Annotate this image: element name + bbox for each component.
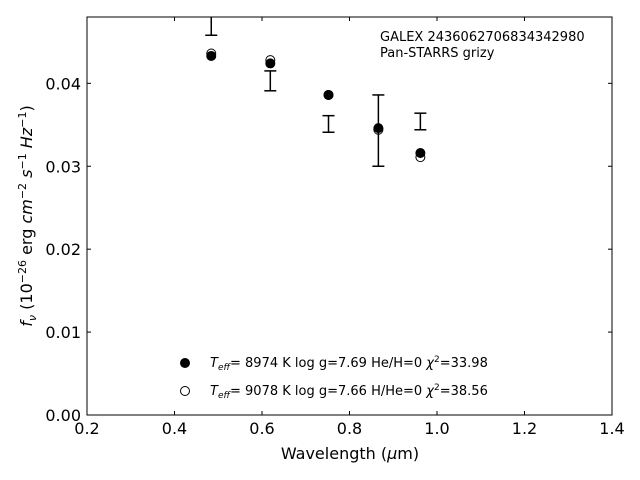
model-point-open	[323, 89, 334, 100]
y-tick-label: 0.00	[45, 406, 81, 425]
observed-error-bar	[322, 114, 335, 134]
y-axis-label: fν (10−26 erg cm−2 s−1 Hz−1)	[16, 105, 39, 326]
x-axis-label: Wavelength (μm)	[281, 444, 419, 463]
x-tick-label: 0.6	[249, 419, 274, 438]
y-tick-label: 0.01	[45, 323, 81, 342]
annotation-line-2: Pan-STARRS grizy	[380, 46, 495, 61]
model-point-open	[265, 55, 276, 66]
observed-error-bar	[205, 17, 218, 36]
x-tick-label: 0.4	[162, 419, 187, 438]
x-tick-label: 1.2	[512, 419, 537, 438]
x-axis-ticks: 0.2 0.4 0.6 0.8 1.0 1.2 1.4	[74, 17, 625, 438]
y-tick-label: 0.04	[45, 74, 81, 93]
observed-error-bar	[264, 70, 277, 92]
x-tick-label: 1.4	[599, 419, 624, 438]
plot-area	[205, 17, 427, 167]
legend-marker-open	[180, 386, 190, 396]
x-tick-label: 0.2	[74, 419, 99, 438]
model-point-filled	[206, 50, 217, 61]
model-point-open	[415, 152, 426, 163]
x-tick-label: 1.0	[424, 419, 449, 438]
legend-entry-2: Teff= 9078 K log g=7.66 H/He=0 χ2=38.56	[210, 383, 488, 401]
model-point-filled	[265, 58, 276, 69]
y-axis-ticks: 0.00 0.01 0.02 0.03 0.04	[45, 74, 612, 425]
observed-error-bar	[414, 112, 427, 131]
plot-frame	[86, 16, 613, 416]
x-tick-label: 0.8	[337, 419, 362, 438]
legend-entry-1: Teff= 8974 K log g=7.69 He/H=0 χ2=33.98	[210, 355, 488, 373]
legend: Teff= 8974 K log g=7.69 He/H=0 χ2=33.98 …	[180, 355, 488, 401]
model-point-open	[206, 48, 217, 59]
y-tick-label: 0.03	[45, 157, 81, 176]
legend-marker-filled	[180, 358, 190, 368]
model-point-open	[373, 124, 384, 135]
y-tick-label: 0.02	[45, 240, 81, 259]
annotation-line-1: GALEX 2436062706834342980	[380, 30, 585, 45]
